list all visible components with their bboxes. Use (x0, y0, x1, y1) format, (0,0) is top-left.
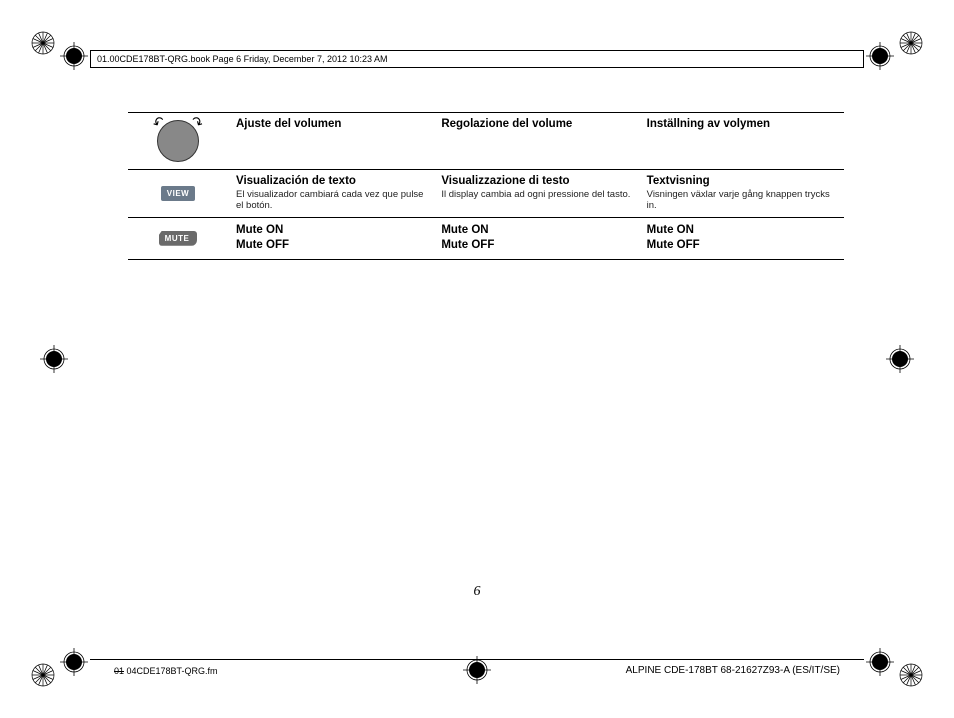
mute-button-icon: MUTE (159, 231, 198, 246)
crossmark-bottom-right-inner (866, 648, 894, 676)
footer-left-strike: 01 (114, 666, 124, 676)
text-es-title: Visualización de texto (236, 175, 425, 187)
volume-es: Ajuste del volumen (236, 118, 425, 130)
crossmark-top-right (866, 42, 894, 70)
header-info: 01.00CDE178BT-QRG.book Page 6 Friday, De… (90, 50, 864, 68)
mute-button-cell: MUTE (128, 217, 228, 259)
crossmark-mid-right (886, 345, 914, 373)
regmark-top-left (30, 30, 56, 56)
text-se-title: Textvisning (647, 175, 836, 187)
footer-left-rest: 04CDE178BT-QRG.fm (124, 666, 218, 676)
view-button-cell: VIEW (128, 170, 228, 218)
table-row: VIEW Visualización de texto El visualiza… (128, 170, 844, 218)
footer-left: 01 04CDE178BT-QRG.fm (114, 666, 218, 676)
mute-on-se: Mute ON (647, 223, 836, 239)
mute-on-es: Mute ON (236, 223, 425, 239)
table-row: MUTE Mute ON Mute OFF Mute ON Mute OFF M… (128, 217, 844, 259)
knob-cell: ↶ ↷ (128, 113, 228, 170)
volume-knob-icon: ↶ ↷ (154, 117, 202, 165)
volume-se: Inställning av volymen (647, 118, 836, 130)
text-it-title: Visualizzazione di testo (441, 175, 630, 187)
mute-off-it: Mute OFF (441, 238, 630, 254)
mute-on-it: Mute ON (441, 223, 630, 239)
mute-off-se: Mute OFF (647, 238, 836, 254)
crossmark-bottom-center (463, 656, 491, 684)
crossmark-mid-left (40, 345, 68, 373)
crossmark-bottom-left-inner (60, 648, 88, 676)
regmark-bottom-right (898, 662, 924, 688)
page-number: 6 (0, 584, 954, 600)
text-es-desc: El visualizador cambiará cada vez que pu… (236, 189, 425, 212)
volume-it: Regolazione del volume (441, 118, 630, 130)
reference-table: ↶ ↷ Ajuste del volumen Regolazione del v… (128, 112, 844, 260)
regmark-top-right (898, 30, 924, 56)
regmark-bottom-left (30, 662, 56, 688)
table-row: ↶ ↷ Ajuste del volumen Regolazione del v… (128, 113, 844, 170)
mute-off-es: Mute OFF (236, 238, 425, 254)
footer-rule (90, 659, 864, 660)
content-table-wrapper: ↶ ↷ Ajuste del volumen Regolazione del v… (128, 112, 844, 260)
footer-right: ALPINE CDE-178BT 68-21627Z93-A (ES/IT/SE… (626, 665, 840, 676)
text-se-desc: Visningen växlar varje gång knappen tryc… (647, 189, 836, 212)
view-button-icon: VIEW (161, 186, 195, 201)
crossmark-top-left (60, 42, 88, 70)
text-it-desc: Il display cambia ad ogni pressione del … (441, 189, 630, 200)
